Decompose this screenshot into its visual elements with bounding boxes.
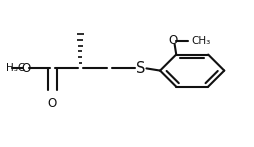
Text: CH₃: CH₃ (192, 36, 211, 46)
Text: O: O (48, 97, 57, 110)
Text: H₃C: H₃C (6, 63, 25, 73)
Text: O: O (21, 62, 30, 75)
Text: S: S (136, 61, 146, 76)
Text: O: O (168, 34, 178, 47)
